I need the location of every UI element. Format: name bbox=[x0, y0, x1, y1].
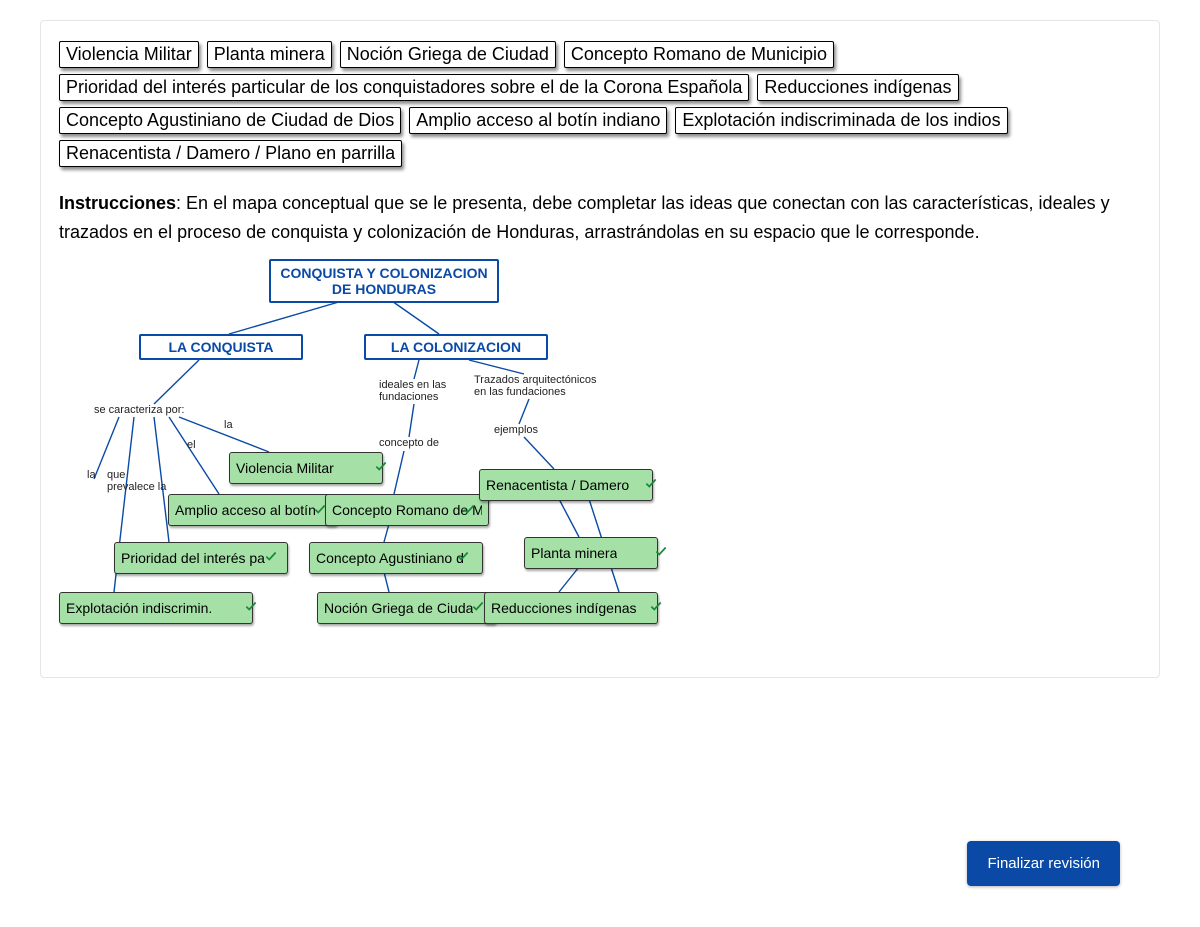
concept-node-conquista: LA CONQUISTA bbox=[139, 334, 303, 360]
check-icon bbox=[374, 459, 388, 473]
drop-slot-violencia[interactable]: Violencia Militar bbox=[229, 452, 383, 484]
drop-slot-text: Explotación indiscrimin. bbox=[66, 600, 212, 616]
drop-slot-renacentista[interactable]: Renacentista / Damero bbox=[479, 469, 653, 501]
concept-label-la2: la bbox=[87, 469, 96, 481]
concept-node-root: CONQUISTA Y COLONIZACION DE HONDURAS bbox=[269, 259, 499, 303]
drop-slot-planta[interactable]: Planta minera bbox=[524, 537, 658, 569]
drop-slot-reducciones[interactable]: Reducciones indígenas bbox=[484, 592, 658, 624]
drop-slot-prioridad[interactable]: Prioridad del interés pa bbox=[114, 542, 288, 574]
check-icon bbox=[644, 476, 658, 490]
question-panel: Violencia Militar Planta minera Noción Gri… bbox=[40, 20, 1160, 678]
concept-label-ejemplos: ejemplos bbox=[494, 424, 538, 436]
drag-chip[interactable]: Concepto Romano de Municipio bbox=[564, 41, 834, 68]
drop-slot-text: Noción Griega de Ciuda bbox=[324, 600, 473, 616]
drop-slot-text: Concepto Romano de M bbox=[332, 502, 482, 518]
drop-slot-text: Planta minera bbox=[531, 545, 617, 561]
drag-chip[interactable]: Explotación indiscriminada de los indios bbox=[675, 107, 1007, 134]
drop-slot-text: Prioridad del interés pa bbox=[121, 550, 265, 566]
concept-label-el: el bbox=[187, 439, 196, 451]
drag-chip[interactable]: Reducciones indígenas bbox=[757, 74, 958, 101]
footer-actions: Finalizar revisión bbox=[40, 706, 1160, 826]
drag-chip[interactable]: Violencia Militar bbox=[59, 41, 199, 68]
drop-slot-text: Violencia Militar bbox=[236, 460, 334, 476]
instructions-label: Instrucciones bbox=[59, 193, 176, 213]
drop-slot-text: Renacentista / Damero bbox=[486, 477, 629, 493]
check-icon bbox=[456, 549, 470, 563]
drag-chip[interactable]: Amplio acceso al botín indiano bbox=[409, 107, 667, 134]
concept-label-concepto_de: concepto de bbox=[379, 437, 439, 449]
drag-chip[interactable]: Concepto Agustiniano de Ciudad de Dios bbox=[59, 107, 401, 134]
check-icon bbox=[244, 599, 258, 613]
drag-chip[interactable]: Planta minera bbox=[207, 41, 332, 68]
drag-items-bank: Violencia Militar Planta minera Noción Gri… bbox=[59, 41, 1141, 167]
concept-label-trazados: Trazados arquitectónicos en las fundacio… bbox=[474, 374, 597, 398]
drop-slot-text: Amplio acceso al botín bbox=[175, 502, 316, 518]
check-icon bbox=[462, 502, 476, 516]
concept-label-ideales: ideales en las fundaciones bbox=[379, 379, 446, 403]
drag-chip[interactable]: Noción Griega de Ciudad bbox=[340, 41, 556, 68]
concept-label-se_caracteriza: se caracteriza por: bbox=[94, 404, 184, 416]
check-icon bbox=[264, 549, 278, 563]
concept-label-la1: la bbox=[224, 419, 233, 431]
check-icon bbox=[471, 599, 485, 613]
drop-slot-text: Reducciones indígenas bbox=[491, 600, 637, 616]
instructions-text: Instrucciones: En el mapa conceptual que… bbox=[59, 189, 1141, 247]
instructions-body: : En el mapa conceptual que se le presen… bbox=[59, 193, 1110, 242]
check-icon bbox=[654, 544, 668, 558]
drop-slot-explotacion[interactable]: Explotación indiscrimin. bbox=[59, 592, 253, 624]
concept-map: CONQUISTA Y COLONIZACION DE HONDURAS LA C… bbox=[59, 259, 739, 649]
concept-node-colonizacion: LA COLONIZACION bbox=[364, 334, 548, 360]
drag-chip[interactable]: Prioridad del interés particular de los … bbox=[59, 74, 749, 101]
concept-map-connectors bbox=[59, 259, 739, 649]
drag-chip[interactable]: Renacentista / Damero / Plano en parrill… bbox=[59, 140, 402, 167]
finish-review-button[interactable]: Finalizar revisión bbox=[967, 841, 1120, 886]
drop-slot-acceso[interactable]: Amplio acceso al botín bbox=[168, 494, 337, 526]
concept-label-que_prevalece: que prevalece la bbox=[107, 469, 166, 493]
drop-slot-nocion[interactable]: Noción Griega de Ciuda bbox=[317, 592, 496, 624]
drop-slot-text: Concepto Agustiniano d bbox=[316, 550, 464, 566]
check-icon bbox=[649, 599, 663, 613]
